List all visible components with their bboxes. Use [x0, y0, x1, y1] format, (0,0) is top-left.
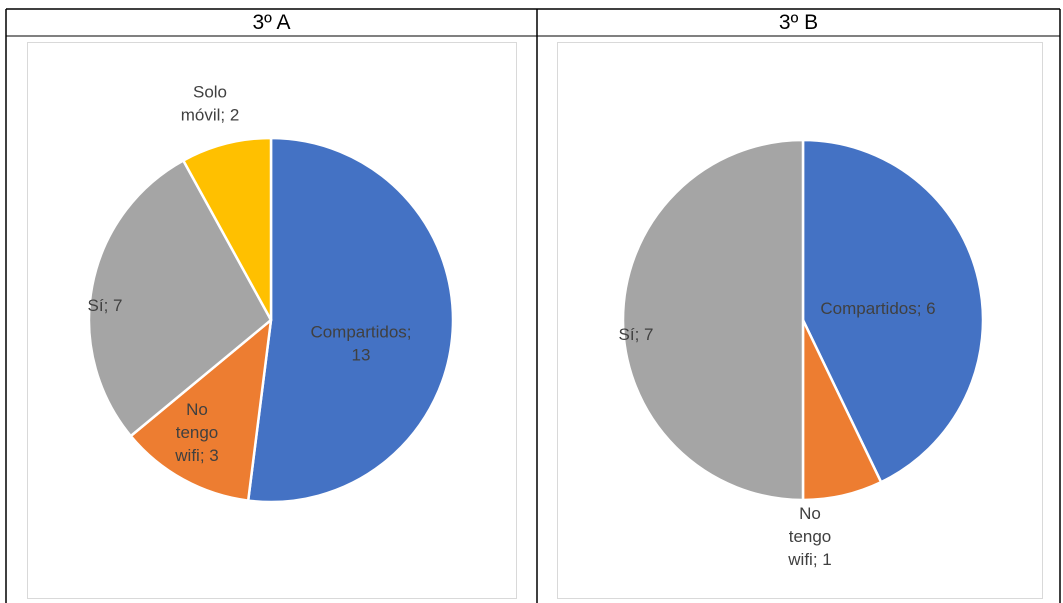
pie-chart-3a: Compartidos; 13 No tengo wifi; 3 Sí; 7 Solo móv…	[87, 83, 455, 504]
chart-title-3b: 3º B	[778, 11, 819, 34]
data-label-si: Sí; 7	[88, 296, 123, 315]
data-label-si: Sí; 7	[619, 325, 654, 344]
pie-slice-si	[87, 159, 273, 438]
pie-slice-compartidos	[246, 136, 455, 504]
pie-slice-compartidos	[801, 138, 985, 484]
pie-slice-no-tengo-wifi	[129, 318, 273, 502]
pie-slice-si	[621, 138, 805, 502]
data-label-no-tengo-wifi: No tengo wifi; 1	[787, 504, 831, 569]
pie-chart-3b: Compartidos; 6 No tengo wifi; 1 Sí; 7	[619, 138, 985, 569]
chart-panel-3a: Compartidos; 13 No tengo wifi; 3 Sí; 7 Solo móv…	[27, 42, 517, 599]
chart-panel-3b: Compartidos; 6 No tengo wifi; 1 Sí; 7	[557, 42, 1043, 599]
pie-slice-solo-movil	[182, 136, 273, 322]
chart-title-3a: 3º A	[252, 11, 291, 34]
data-label-compartidos: Compartidos; 13	[310, 323, 411, 365]
data-label-solo-movil: Solo móvil; 2	[181, 83, 240, 125]
data-label-no-tengo-wifi: No tengo wifi; 3	[174, 400, 218, 465]
data-label-compartidos: Compartidos; 6	[820, 299, 935, 318]
